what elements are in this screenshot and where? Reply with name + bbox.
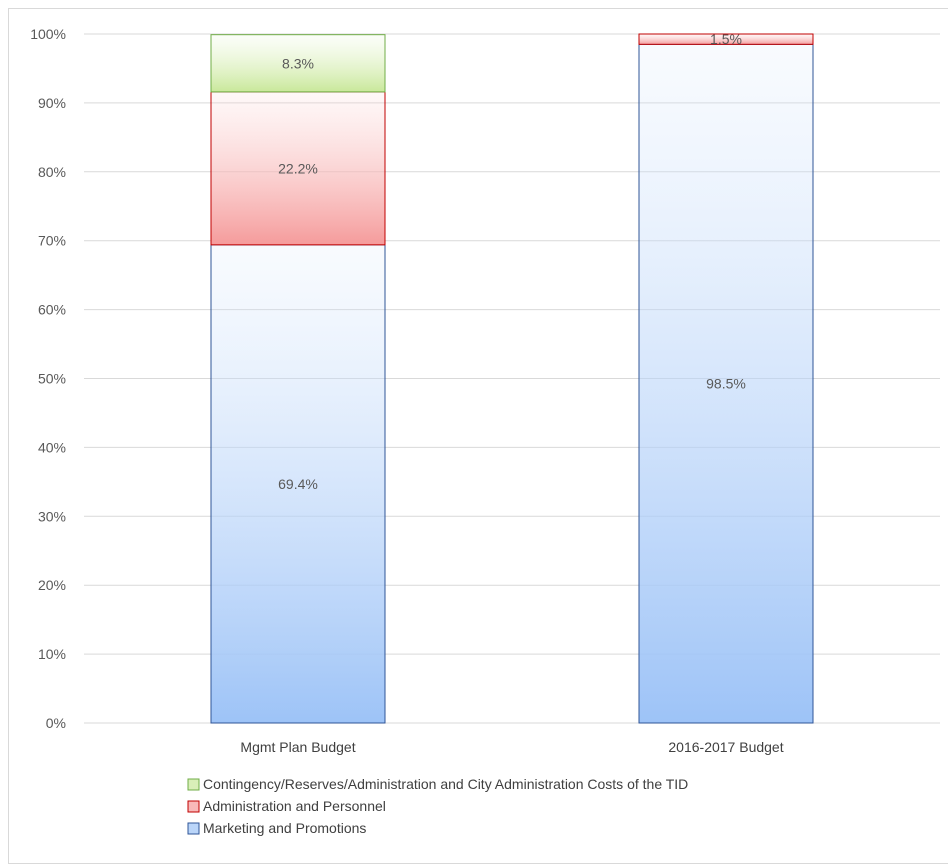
y-tick-label: 40% [38, 439, 66, 455]
bar-segment [210, 244, 386, 724]
legend-label: Administration and Personnel [203, 798, 386, 814]
data-label: 1.5% [710, 31, 742, 47]
legend-swatch [187, 778, 200, 791]
x-axis-categories: Mgmt Plan Budget 2016-2017 Budget [240, 739, 783, 755]
x-category-label: 2016-2017 Budget [668, 739, 783, 755]
y-tick-label: 80% [38, 164, 66, 180]
legend-swatch [187, 822, 200, 835]
y-tick-label: 70% [38, 233, 66, 249]
bar-segment [638, 33, 814, 45]
y-tick-label: 30% [38, 508, 66, 524]
data-labels: 69.4% 22.2% 8.3% 98.5% 1.5% [278, 31, 746, 492]
legend-label: Contingency/Reserves/Administration and … [203, 776, 688, 792]
y-tick-label: 10% [38, 646, 66, 662]
legend-swatch [187, 800, 200, 813]
bar-segment [210, 91, 386, 246]
bar-segment [210, 34, 386, 93]
data-label: 8.3% [282, 55, 314, 71]
y-tick-label: 50% [38, 371, 66, 387]
y-axis-ticks: 0% 10% 20% 30% 40% 50% 60% 70% 80% 90% 100% [30, 26, 66, 731]
y-tick-label: 0% [46, 715, 66, 731]
legend-label: Marketing and Promotions [203, 820, 366, 836]
y-tick-label: 20% [38, 577, 66, 593]
x-category-label: Mgmt Plan Budget [240, 739, 355, 755]
data-label: 22.2% [278, 160, 318, 176]
bar-segment [638, 43, 814, 724]
bars [210, 33, 814, 724]
y-tick-label: 60% [38, 302, 66, 318]
data-label: 98.5% [706, 376, 746, 392]
data-label: 69.4% [278, 476, 318, 492]
y-tick-label: 100% [30, 26, 66, 42]
y-tick-label: 90% [38, 95, 66, 111]
legend: Contingency/Reserves/Administration and … [187, 776, 688, 836]
